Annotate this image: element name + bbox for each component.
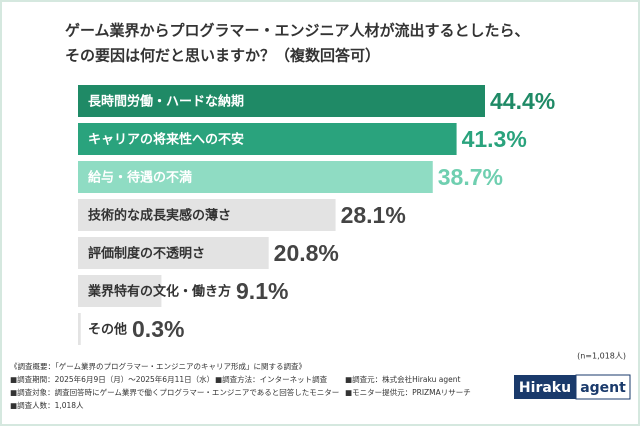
logo-box [575,374,631,400]
bar [78,237,269,269]
category-label: 業界特有の文化・働き方 [87,284,231,300]
bar [78,123,457,155]
value-label: 9.1% [236,278,288,304]
bar [78,313,81,345]
category-label: 評価制度の不透明さ [88,246,205,262]
category-label: 給与・待遇の不満 [88,170,192,186]
survey-note: ■調査人数：1,018人 [10,400,84,410]
logo-box [514,375,576,399]
chart-title: その要因は何だと思いますか？（複数回答可） [65,47,380,65]
sample-note: (n=1,018人) [577,352,626,361]
survey-note: ■調査元：株式会社Hiraku agent [345,374,460,384]
survey-note: ■モニター提供元：PRIZMAリサーチ [345,387,471,397]
category-label: キャリアの将来性への不安 [88,132,244,148]
survey-heading: 《調査概要：「ゲーム業界のプログラマー・エンジニアのキャリア形成」に関する調査》 [10,361,306,371]
value-label: 41.3% [462,126,527,152]
category-label: 長時間労働・ハードな納期 [88,94,244,110]
value-label: 20.8% [274,240,339,266]
survey-note: ■調査対象：調査回答時にゲーム業界で働くプログラマー・エンジニアであると回答した… [10,387,339,397]
chart-title: ゲーム業界からプログラマー・エンジニア人材が流出するとしたら、 [65,22,530,40]
category-label: その他 [88,322,127,338]
logo-text: Hiraku [519,380,571,396]
bar [78,199,336,231]
category-label: 技術的な成長実感の薄さ [88,208,231,224]
survey-note: ■調査方法：インターネット調査 [215,374,328,384]
survey-note: ■調査期間：2025年6月9日（月）～2025年6月11日（水） [10,374,214,384]
bar [78,161,433,193]
bar [78,275,162,307]
value-label: 44.4% [490,88,555,114]
value-label: 28.1% [341,202,406,228]
value-label: 38.7% [438,164,503,190]
logo-text: agent [580,380,626,396]
bar [78,85,485,117]
value-label: 0.3% [132,316,184,342]
